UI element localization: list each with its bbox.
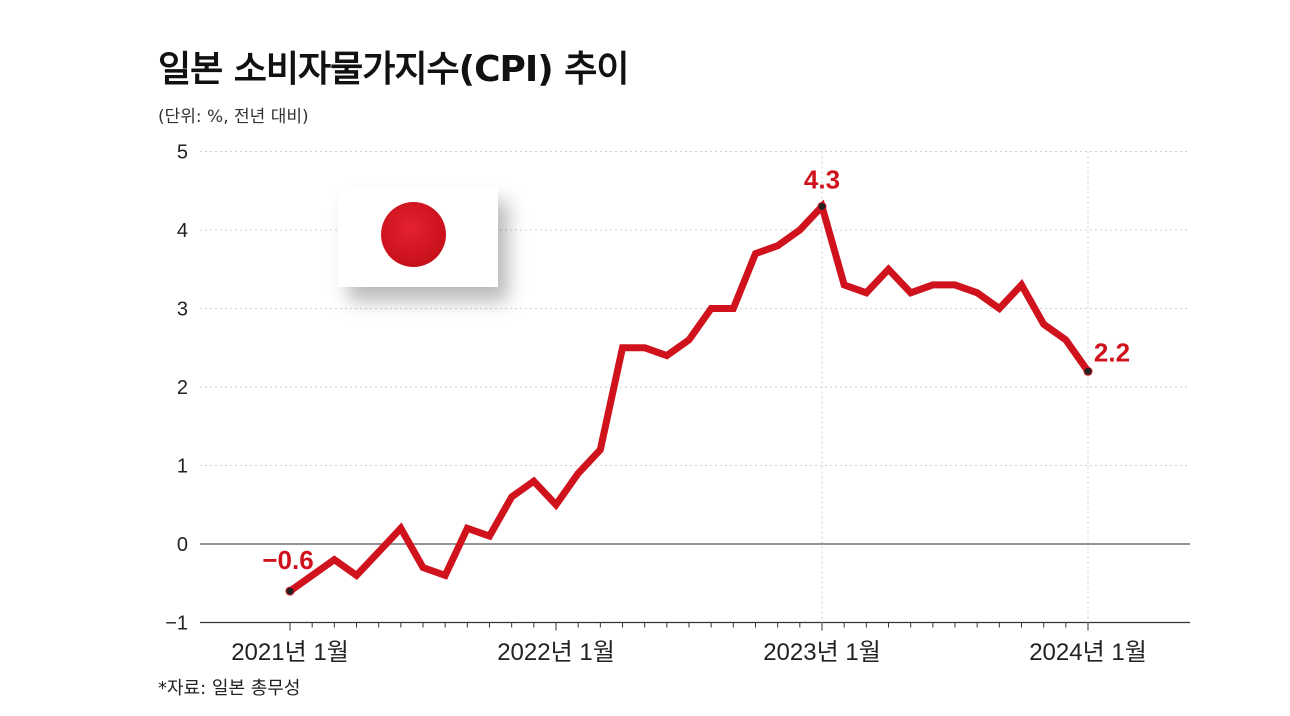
- data-label: 4.3: [804, 164, 840, 194]
- data-label: 2.2: [1094, 337, 1130, 367]
- y-tick-label: 4: [177, 220, 188, 242]
- x-tick-label: 2024년 1월: [1029, 639, 1147, 666]
- y-tick-label: 3: [177, 299, 188, 321]
- y-tick-label: 0: [177, 534, 188, 556]
- y-tick-label: −1: [165, 613, 188, 635]
- data-label: −0.6: [262, 545, 313, 575]
- x-tick-label: 2022년 1월: [497, 639, 615, 666]
- y-tick-label: 1: [177, 456, 188, 478]
- data-point-marker: [817, 201, 827, 211]
- data-point-marker: [1083, 366, 1093, 376]
- chart-title: 일본 소비자물가지수(CPI) 추이: [158, 49, 629, 90]
- unit-note: (단위: %, 전년 대비): [158, 107, 309, 127]
- x-tick-label: 2021년 1월: [231, 639, 349, 666]
- japan-flag-icon: [338, 187, 498, 287]
- series-line: [287, 199, 1091, 594]
- y-tick-label: 5: [177, 142, 188, 164]
- source-note: *자료: 일본 총무성: [158, 678, 301, 699]
- x-tick-label: 2023년 1월: [763, 639, 881, 666]
- flag-red-disc: [381, 202, 446, 267]
- data-point-marker: [285, 586, 295, 596]
- y-tick-label: 2: [177, 377, 188, 399]
